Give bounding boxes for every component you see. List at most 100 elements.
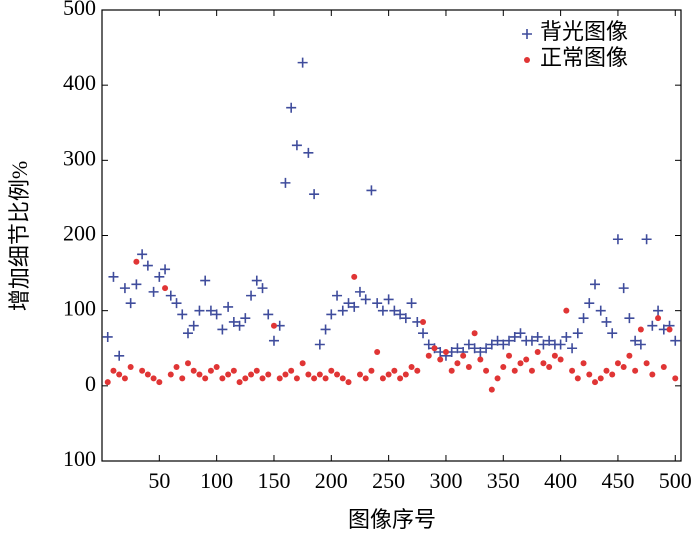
point bbox=[257, 283, 268, 294]
point bbox=[532, 331, 543, 342]
point bbox=[177, 309, 188, 320]
point bbox=[263, 309, 274, 320]
point bbox=[345, 379, 352, 386]
point bbox=[322, 375, 329, 382]
point bbox=[511, 367, 518, 374]
point bbox=[389, 305, 400, 316]
point bbox=[160, 264, 171, 275]
point bbox=[142, 260, 153, 271]
y-tick-label: 500 bbox=[63, 0, 96, 20]
point bbox=[620, 364, 627, 371]
point bbox=[672, 375, 679, 382]
y-tick-label: 300 bbox=[63, 145, 96, 170]
point bbox=[173, 364, 180, 371]
point bbox=[223, 301, 234, 312]
point bbox=[540, 360, 547, 367]
plot-frame bbox=[101, 9, 682, 462]
x-tick-label: 500 bbox=[659, 468, 692, 493]
point bbox=[649, 371, 656, 378]
point bbox=[528, 367, 535, 374]
point bbox=[251, 275, 262, 286]
point bbox=[372, 298, 383, 309]
point bbox=[366, 185, 377, 196]
point bbox=[362, 375, 369, 382]
point bbox=[653, 305, 664, 316]
point bbox=[280, 177, 291, 188]
legend-label: 正常图像 bbox=[540, 45, 628, 70]
y-axis-label: 增加细节比例% bbox=[7, 161, 32, 311]
point bbox=[137, 249, 148, 260]
point bbox=[630, 335, 641, 346]
point bbox=[437, 356, 444, 363]
point bbox=[383, 294, 394, 305]
point bbox=[219, 375, 226, 382]
point bbox=[486, 339, 497, 350]
point bbox=[626, 352, 633, 359]
point bbox=[601, 316, 612, 327]
point bbox=[425, 352, 432, 359]
point bbox=[597, 375, 604, 382]
point bbox=[139, 367, 146, 374]
point bbox=[228, 316, 239, 327]
point bbox=[469, 343, 480, 354]
x-tick-label: 450 bbox=[601, 468, 634, 493]
point bbox=[660, 364, 667, 371]
point bbox=[309, 189, 320, 200]
point bbox=[574, 375, 581, 382]
point bbox=[534, 349, 541, 356]
point bbox=[194, 305, 205, 316]
point bbox=[303, 147, 314, 158]
point bbox=[641, 234, 652, 245]
point bbox=[504, 335, 515, 346]
point bbox=[265, 371, 272, 378]
point bbox=[448, 367, 455, 374]
point bbox=[240, 313, 251, 324]
point bbox=[418, 328, 429, 339]
point bbox=[236, 379, 243, 386]
point bbox=[402, 371, 409, 378]
point bbox=[119, 283, 130, 294]
point bbox=[108, 271, 119, 282]
point bbox=[202, 375, 209, 382]
point bbox=[498, 339, 509, 350]
point bbox=[217, 324, 228, 335]
point bbox=[569, 367, 576, 374]
point bbox=[632, 367, 639, 374]
point bbox=[184, 360, 191, 367]
point bbox=[246, 290, 257, 301]
point bbox=[291, 140, 302, 151]
point bbox=[460, 352, 467, 359]
point bbox=[612, 234, 623, 245]
point bbox=[414, 367, 421, 374]
point bbox=[242, 375, 249, 382]
point bbox=[607, 328, 618, 339]
point bbox=[592, 379, 599, 386]
point bbox=[670, 335, 681, 346]
point bbox=[360, 294, 371, 305]
y-tick-label: 0 bbox=[85, 371, 96, 396]
point bbox=[586, 371, 593, 378]
point bbox=[609, 371, 616, 378]
point bbox=[230, 367, 237, 374]
point bbox=[465, 364, 472, 371]
point bbox=[190, 367, 197, 374]
point bbox=[104, 379, 111, 386]
point bbox=[234, 320, 245, 331]
point bbox=[150, 375, 157, 382]
point bbox=[538, 339, 549, 350]
point bbox=[349, 301, 360, 312]
y-tick-label: 400 bbox=[63, 70, 96, 95]
point bbox=[102, 331, 113, 342]
point bbox=[133, 258, 140, 265]
point bbox=[354, 286, 365, 297]
point bbox=[379, 375, 386, 382]
point bbox=[557, 356, 564, 363]
point bbox=[253, 367, 260, 374]
point bbox=[526, 335, 537, 346]
point bbox=[259, 375, 266, 382]
x-tick-label: 50 bbox=[148, 468, 170, 493]
point bbox=[148, 286, 159, 297]
point bbox=[339, 375, 346, 382]
point bbox=[400, 313, 411, 324]
point bbox=[374, 349, 381, 356]
